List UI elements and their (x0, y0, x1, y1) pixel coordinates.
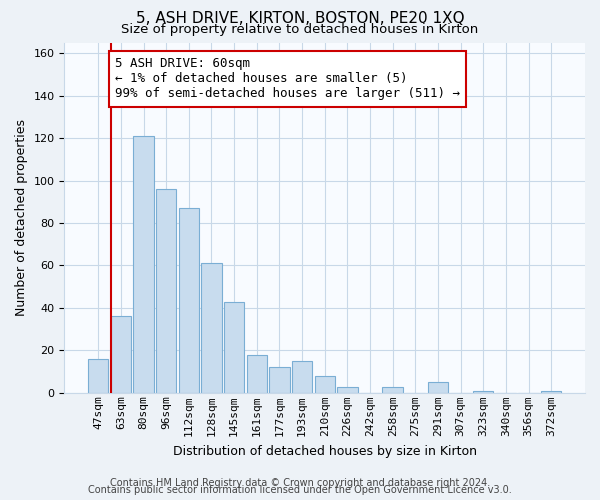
Bar (133, 136, 154, 393)
Bar (337, 386, 358, 393)
Bar (428, 382, 448, 393)
Bar (201, 264, 221, 393)
Bar (156, 189, 176, 393)
Text: 5, ASH DRIVE, KIRTON, BOSTON, PE20 1XQ: 5, ASH DRIVE, KIRTON, BOSTON, PE20 1XQ (136, 11, 464, 26)
Bar (224, 302, 244, 393)
Bar (247, 354, 267, 393)
Text: Size of property relative to detached houses in Kirton: Size of property relative to detached ho… (121, 24, 479, 36)
Text: 5 ASH DRIVE: 60sqm
← 1% of detached houses are smaller (5)
99% of semi-detached : 5 ASH DRIVE: 60sqm ← 1% of detached hous… (115, 58, 460, 100)
Bar (473, 391, 493, 393)
Bar (179, 208, 199, 393)
Y-axis label: Number of detached properties: Number of detached properties (15, 119, 28, 316)
Bar (314, 376, 335, 393)
Bar (88, 359, 109, 393)
Bar (292, 361, 312, 393)
Text: Contains HM Land Registry data © Crown copyright and database right 2024.: Contains HM Land Registry data © Crown c… (110, 478, 490, 488)
Bar (111, 316, 131, 393)
Text: Contains public sector information licensed under the Open Government Licence v3: Contains public sector information licen… (88, 485, 512, 495)
Bar (382, 386, 403, 393)
Bar (269, 368, 290, 393)
Bar (541, 391, 562, 393)
X-axis label: Distribution of detached houses by size in Kirton: Distribution of detached houses by size … (173, 444, 477, 458)
